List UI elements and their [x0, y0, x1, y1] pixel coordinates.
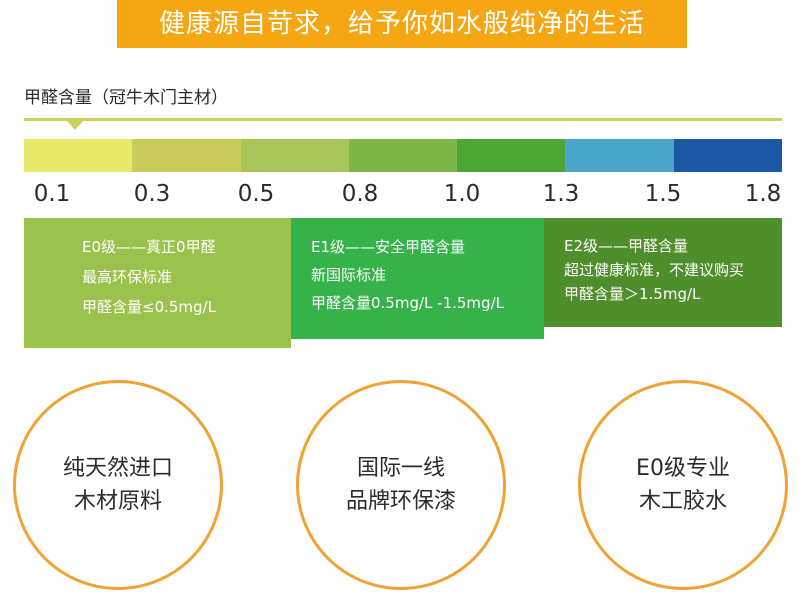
scale-segment	[132, 139, 241, 172]
scale-segment	[240, 139, 349, 172]
e1-standard: 新国际标准	[311, 266, 387, 284]
feature-text: E0级专业	[636, 456, 730, 481]
scale-tick-label: 1.0	[443, 181, 481, 207]
e2-content: 甲醛含量＞1.5mg/L	[564, 285, 701, 303]
scale-rule	[24, 118, 782, 121]
e0-content: 甲醛含量≤0.5mg/L	[82, 298, 216, 316]
scale-tick-label: 0.3	[133, 181, 171, 207]
feature-text: 木材原料	[73, 489, 162, 514]
scale-segment	[565, 139, 674, 172]
e1-title: E1级——安全甲醛含量	[311, 238, 466, 256]
scale-tick-label: 0.5	[237, 181, 275, 207]
e1-level-box: E1级——安全甲醛含量 新国际标准 甲醛含量0.5mg/L -1.5mg/L	[291, 218, 544, 339]
scale-segment	[457, 139, 566, 172]
header-banner: 健康源自苛求，给予你如水般纯净的生活	[117, 0, 687, 48]
scale-tick-label: 0.1	[33, 181, 71, 207]
e2-standard: 超过健康标准，不建议购买	[564, 261, 745, 279]
pointer-triangle-icon	[67, 121, 83, 130]
e0-standard: 最高环保标准	[82, 268, 173, 286]
scale-tick-label: 0.8	[341, 181, 379, 207]
formaldehyde-color-scale	[24, 139, 782, 172]
e1-content: 甲醛含量0.5mg/L -1.5mg/L	[311, 294, 504, 312]
scale-segment	[673, 139, 782, 172]
scale-tick-label: 1.8	[744, 181, 782, 207]
scale-tick-label: 1.5	[644, 181, 682, 207]
formaldehyde-scale-title: 甲醛含量（冠牛木门主材）	[24, 88, 228, 108]
feature-text: 木工胶水	[638, 489, 727, 514]
feature-circle-paint: 国际一线 品牌环保漆	[296, 380, 506, 590]
e0-title: E0级——真正0甲醛	[82, 238, 216, 256]
e0-level-box: E0级——真正0甲醛 最高环保标准 甲醛含量≤0.5mg/L	[24, 218, 291, 348]
e2-level-box: E2级——甲醛含量 超过健康标准，不建议购买 甲醛含量＞1.5mg/L	[544, 218, 782, 327]
feature-text: 国际一线	[356, 456, 445, 481]
scale-tick-label: 1.3	[542, 181, 580, 207]
feature-text: 品牌环保漆	[345, 489, 456, 514]
feature-circle-glue: E0级专业 木工胶水	[578, 380, 788, 590]
scale-segment	[348, 139, 458, 172]
e2-title: E2级——甲醛含量	[564, 237, 689, 255]
scale-segment	[24, 139, 133, 172]
feature-text: 纯天然进口	[62, 456, 173, 481]
feature-circle-wood: 纯天然进口 木材原料	[13, 380, 223, 590]
